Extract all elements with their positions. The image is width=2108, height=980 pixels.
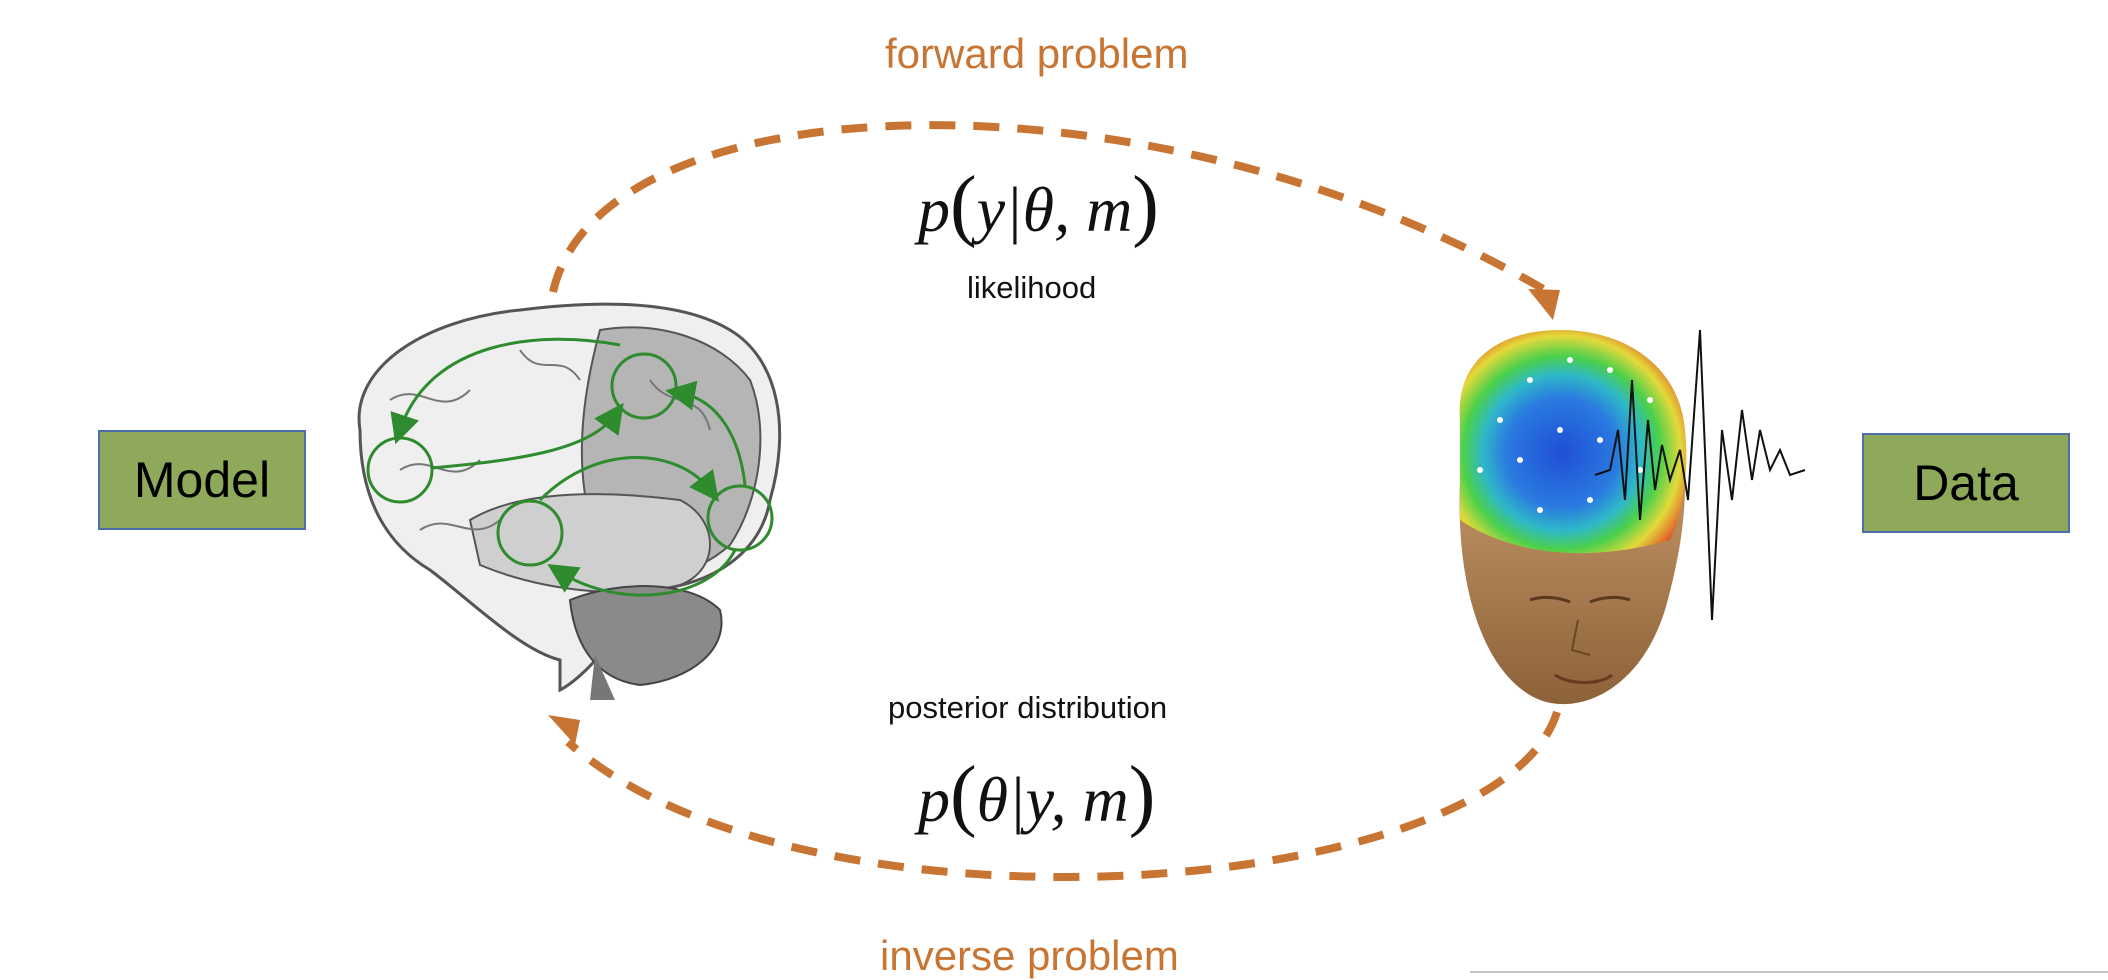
brain-icon [357, 302, 782, 700]
inverse-arrowhead [548, 715, 580, 745]
likelihood-formula-p: p [918, 174, 950, 245]
forward-arrowhead [1528, 289, 1560, 320]
posterior-caption: posterior distribution [888, 690, 1168, 725]
forward-arrow [549, 121, 1548, 294]
waveform-icon [1594, 329, 1806, 621]
inverse-problem-label: inverse problem [880, 932, 1179, 979]
posterior-formula-inner: θ|y, m [976, 764, 1129, 835]
likelihood-caption: likelihood [967, 270, 1097, 305]
inverse-arrow [565, 710, 1561, 881]
posterior-formula: p(θ|y, m) [918, 751, 1156, 839]
model-box: Model [98, 430, 306, 530]
forward-problem-label: forward problem [885, 30, 1189, 77]
likelihood-formula-inner: y|θ, m [976, 174, 1133, 245]
likelihood-formula: p(y|θ, m) [918, 161, 1159, 249]
data-box: Data [1862, 433, 2070, 533]
posterior-formula-p: p [918, 764, 950, 835]
eeg-head-icon [1459, 330, 1687, 705]
